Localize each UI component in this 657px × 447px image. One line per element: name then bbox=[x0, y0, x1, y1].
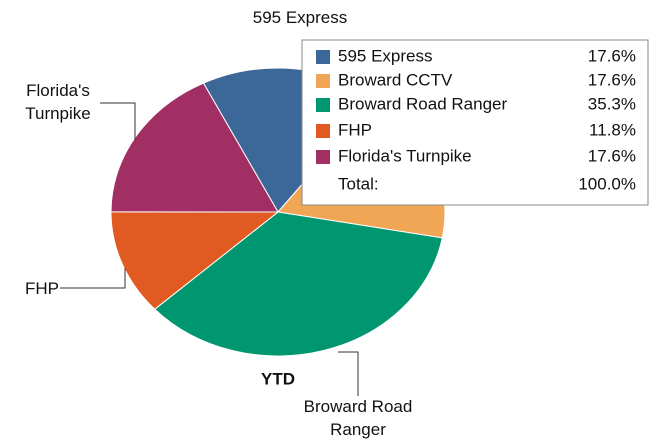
legend-label: Broward Road Ranger bbox=[338, 94, 507, 113]
legend-label: FHP bbox=[338, 120, 372, 139]
slice-callout: Broward Road Ranger bbox=[303, 397, 413, 439]
legend-value: 17.6% bbox=[588, 46, 636, 65]
legend-label: Florida's Turnpike bbox=[338, 146, 472, 165]
legend-swatch bbox=[316, 150, 330, 164]
leader-line bbox=[338, 351, 359, 396]
legend-value: 35.3% bbox=[588, 94, 636, 113]
legend: 595 Express 17.6% Broward CCTV 17.6% Broward… bbox=[301, 39, 649, 206]
legend-label: 595 Express bbox=[338, 46, 433, 65]
legend-value: 11.8% bbox=[589, 120, 636, 139]
legend-value: 17.6% bbox=[588, 146, 636, 165]
legend-swatch bbox=[316, 98, 330, 112]
legend-total-label: Total: bbox=[338, 174, 379, 193]
slice-callout: 595 Express bbox=[252, 7, 348, 27]
pie-slice bbox=[110, 82, 279, 213]
leader-line bbox=[100, 102, 136, 140]
legend-label: Broward CCTV bbox=[338, 70, 453, 89]
chart-subtitle: YTD bbox=[261, 369, 295, 388]
legend-total-value: 100.0% bbox=[578, 174, 636, 193]
slice-callout: FHP bbox=[25, 278, 59, 298]
leader-line bbox=[60, 268, 126, 289]
legend-swatch bbox=[316, 50, 330, 64]
slice-callout: Florida's Turnpike bbox=[25, 81, 91, 123]
legend-box bbox=[301, 39, 649, 206]
legend-swatch bbox=[316, 74, 330, 88]
legend-value: 17.6% bbox=[588, 70, 636, 89]
legend-swatch bbox=[316, 124, 330, 138]
pie-slice bbox=[110, 211, 280, 310]
pie-slice bbox=[154, 211, 443, 357]
